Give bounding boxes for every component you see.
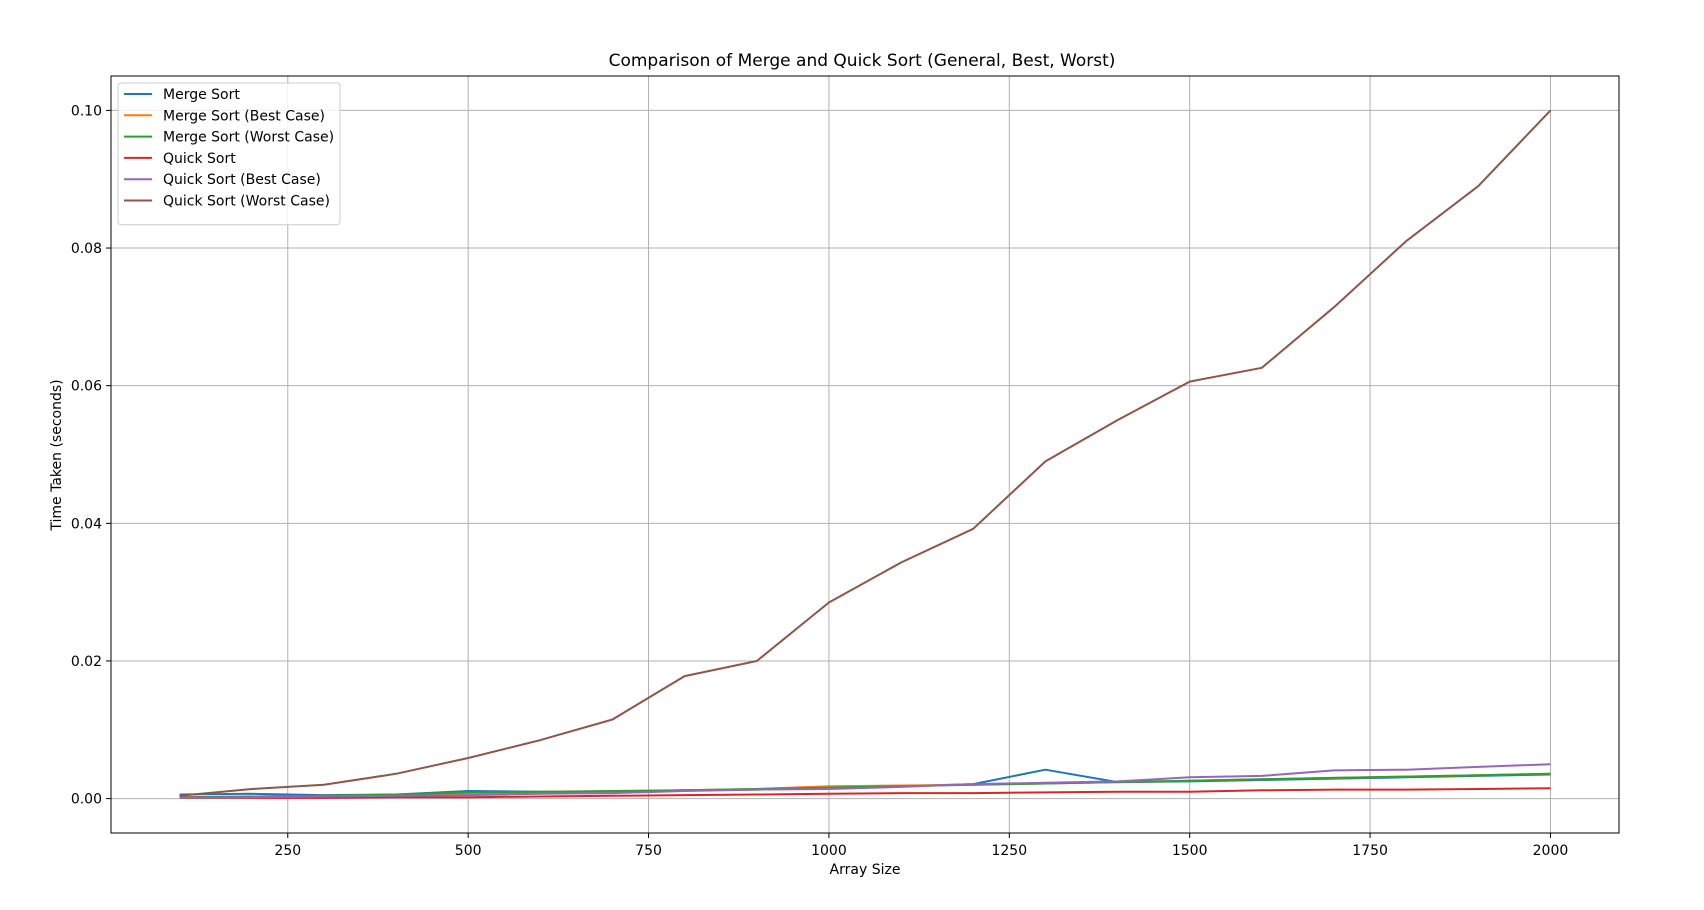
x-axis-label: Array Size (830, 862, 901, 878)
x-tick-label: 750 (635, 843, 662, 859)
y-tick-label: 0.08 (71, 241, 102, 257)
y-tick-label: 0.06 (71, 379, 102, 395)
plot-frame (110, 75, 1620, 834)
series-line-3 (179, 772, 1551, 799)
y-tick-label: 0.02 (71, 654, 102, 670)
x-tick-label: 1500 (1172, 843, 1208, 859)
x-tick-label: 500 (455, 843, 482, 859)
x-tick-label: 250 (274, 843, 301, 859)
grid (111, 76, 1619, 833)
series-line-4 (179, 787, 1551, 799)
x-tick-label: 2000 (1533, 843, 1569, 859)
series-lines (179, 109, 1552, 799)
y-tick-label: 0.10 (71, 103, 102, 119)
legend: Merge Sort Merge Sort (Best Case) Merge So… (117, 82, 341, 226)
legend-label: Merge Sort (163, 87, 240, 103)
legend-label: Quick Sort (Worst Case) (163, 194, 330, 210)
series-line-5 (179, 763, 1551, 799)
chart-title: Comparison of Merge and Quick Sort (Gene… (609, 51, 1116, 71)
x-tick-label: 1750 (1352, 843, 1388, 859)
legend-label: Merge Sort (Worst Case) (163, 130, 334, 146)
legend-label: Quick Sort (163, 151, 236, 167)
legend-box (117, 82, 341, 226)
legend-label: Merge Sort (Best Case) (163, 108, 325, 124)
y-tick-label: 0.00 (71, 792, 102, 808)
y-tick-label: 0.04 (71, 516, 102, 532)
y-axis-label: Time Taken (seconds) (49, 379, 65, 531)
x-tick-label: 1250 (991, 843, 1027, 859)
axis-ticks: 250 500 750 1000 1250 1500 1750 2000 0.00 0.02 0.0… (71, 103, 1568, 859)
legend-label: Quick Sort (Best Case) (163, 172, 321, 188)
series-line-6 (179, 109, 1552, 797)
x-tick-label: 1000 (811, 843, 847, 859)
